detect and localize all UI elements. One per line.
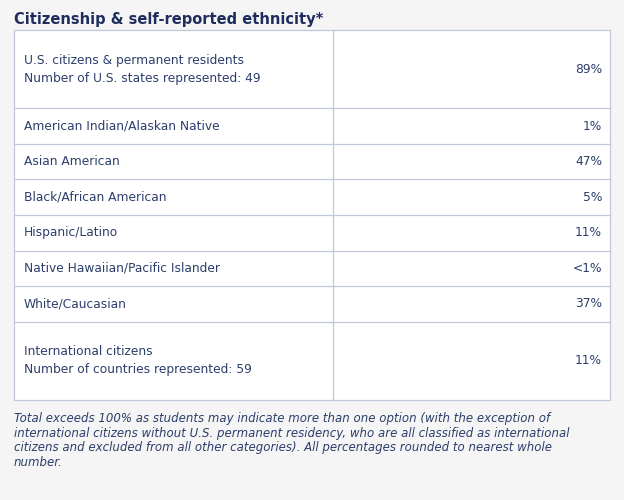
Text: International citizens
Number of countries represented: 59: International citizens Number of countri… xyxy=(24,346,252,376)
Text: 47%: 47% xyxy=(575,155,602,168)
Text: 11%: 11% xyxy=(575,354,602,368)
Text: American Indian/Alaskan Native: American Indian/Alaskan Native xyxy=(24,120,220,132)
Text: Citizenship & self-reported ethnicity*: Citizenship & self-reported ethnicity* xyxy=(14,12,323,27)
Text: White/Caucasian: White/Caucasian xyxy=(24,298,127,310)
Text: citizens and excluded from all other categories). All percentages rounded to nea: citizens and excluded from all other cat… xyxy=(14,441,552,454)
Text: Asian American: Asian American xyxy=(24,155,120,168)
Text: number.: number. xyxy=(14,456,63,468)
Text: U.S. citizens & permanent residents
Number of U.S. states represented: 49: U.S. citizens & permanent residents Numb… xyxy=(24,54,261,84)
Text: 5%: 5% xyxy=(583,190,602,203)
Text: Native Hawaiian/Pacific Islander: Native Hawaiian/Pacific Islander xyxy=(24,262,220,275)
Text: <1%: <1% xyxy=(572,262,602,275)
Text: international citizens without U.S. permanent residency, who are all classified : international citizens without U.S. perm… xyxy=(14,426,570,440)
Text: 89%: 89% xyxy=(575,62,602,76)
Text: 37%: 37% xyxy=(575,298,602,310)
Text: Black/African American: Black/African American xyxy=(24,190,167,203)
Text: 11%: 11% xyxy=(575,226,602,239)
Text: 1%: 1% xyxy=(583,120,602,132)
Text: Hispanic/Latino: Hispanic/Latino xyxy=(24,226,119,239)
Bar xyxy=(14,30,610,400)
Text: Total exceeds 100% as students may indicate more than one option (with the excep: Total exceeds 100% as students may indic… xyxy=(14,412,550,425)
